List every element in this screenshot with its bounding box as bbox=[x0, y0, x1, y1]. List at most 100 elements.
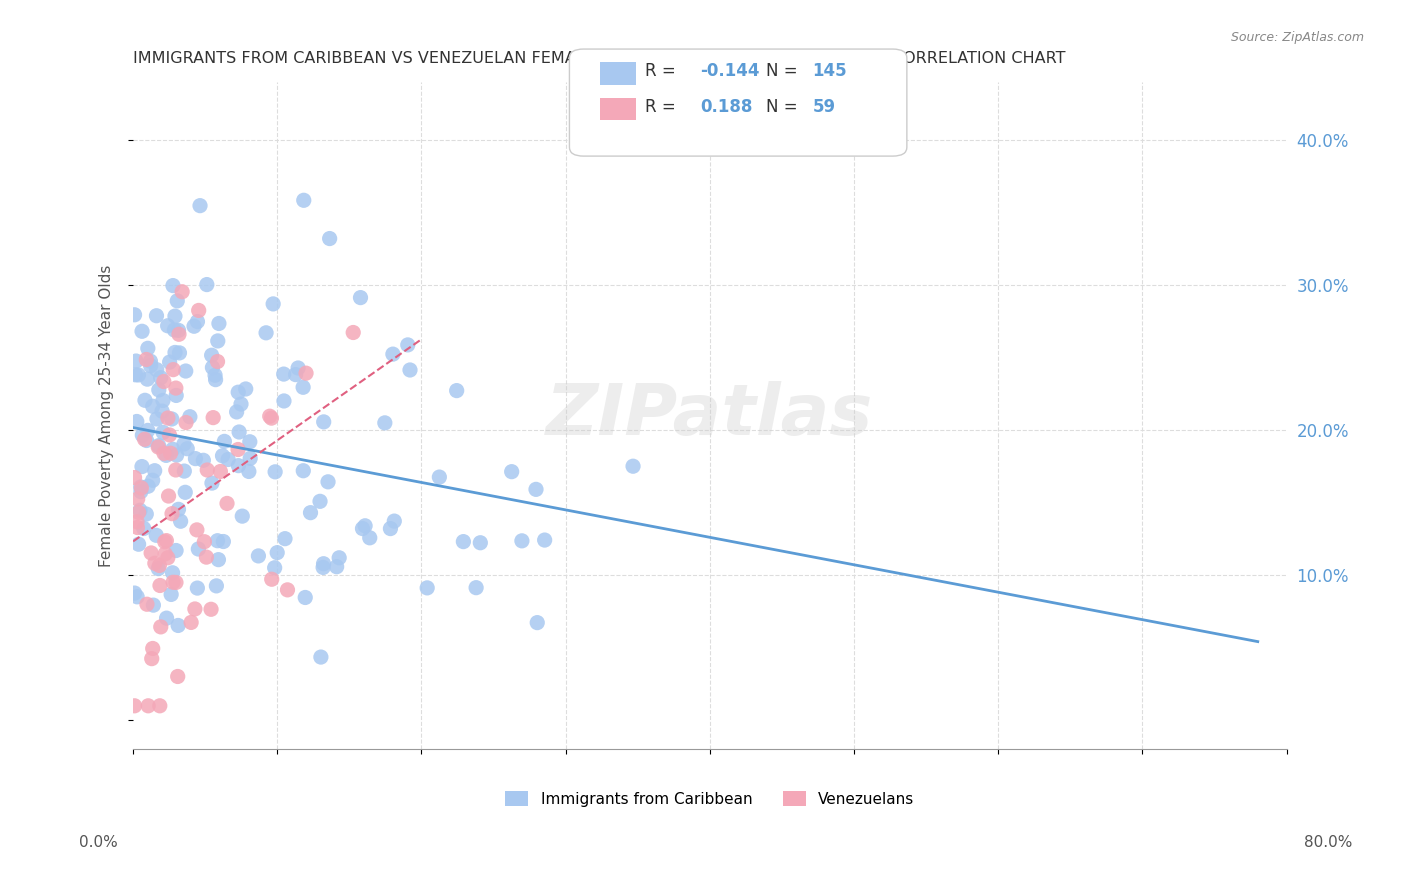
Point bbox=[163, 323, 186, 337]
Point bbox=[399, 363, 422, 377]
Point bbox=[139, 546, 162, 560]
Point bbox=[174, 364, 197, 378]
Point bbox=[155, 449, 177, 463]
Point bbox=[139, 354, 162, 368]
Point bbox=[156, 318, 179, 333]
Point bbox=[159, 428, 181, 442]
Point bbox=[162, 362, 184, 376]
Point bbox=[465, 581, 488, 595]
Point bbox=[193, 453, 215, 467]
Point bbox=[260, 572, 283, 586]
Point bbox=[416, 581, 439, 595]
Point bbox=[149, 370, 172, 384]
Point bbox=[169, 514, 191, 528]
Point bbox=[148, 383, 170, 397]
Point bbox=[162, 442, 184, 457]
Point bbox=[125, 415, 148, 429]
Point bbox=[299, 506, 322, 520]
Point bbox=[129, 503, 152, 517]
Point bbox=[292, 464, 315, 478]
Point bbox=[155, 611, 177, 625]
Legend: Immigrants from Caribbean, Venezuelans: Immigrants from Caribbean, Venezuelans bbox=[499, 784, 921, 813]
Point bbox=[533, 533, 555, 547]
Point bbox=[382, 514, 405, 528]
Point bbox=[162, 575, 184, 590]
Point bbox=[427, 470, 450, 484]
Point bbox=[214, 434, 236, 449]
Point bbox=[136, 698, 159, 713]
Point bbox=[134, 432, 156, 446]
Point bbox=[160, 507, 183, 521]
Point bbox=[165, 381, 187, 395]
Point bbox=[228, 458, 250, 473]
Point bbox=[179, 409, 201, 424]
Point bbox=[312, 560, 335, 574]
Point bbox=[136, 372, 159, 386]
Text: R =: R = bbox=[645, 62, 682, 80]
Point bbox=[195, 463, 218, 477]
Point bbox=[156, 411, 179, 425]
Point bbox=[146, 412, 169, 426]
Point bbox=[174, 485, 197, 500]
Point bbox=[226, 385, 249, 400]
Point bbox=[284, 368, 307, 382]
Point bbox=[152, 425, 174, 440]
Point bbox=[260, 411, 283, 425]
Point bbox=[153, 375, 176, 389]
Point bbox=[263, 561, 285, 575]
Point bbox=[148, 440, 170, 454]
Point bbox=[148, 558, 170, 573]
Point bbox=[183, 319, 205, 334]
Point bbox=[352, 522, 374, 536]
Point bbox=[316, 475, 339, 489]
Text: 59: 59 bbox=[813, 98, 835, 116]
Point bbox=[294, 591, 316, 605]
Point bbox=[125, 515, 148, 529]
Point bbox=[231, 509, 253, 524]
Point bbox=[136, 341, 159, 355]
Point bbox=[165, 463, 187, 477]
Point bbox=[254, 326, 277, 340]
Point bbox=[211, 449, 233, 463]
Point bbox=[621, 459, 644, 474]
Point bbox=[176, 442, 198, 456]
Point bbox=[142, 641, 165, 656]
Point bbox=[132, 521, 155, 535]
Point bbox=[292, 194, 315, 208]
Point bbox=[186, 314, 208, 328]
Point bbox=[124, 368, 146, 382]
Point bbox=[309, 494, 332, 508]
Point bbox=[186, 581, 208, 595]
Point bbox=[165, 575, 187, 590]
Point bbox=[217, 452, 239, 467]
Text: Source: ZipAtlas.com: Source: ZipAtlas.com bbox=[1230, 31, 1364, 45]
Point bbox=[180, 615, 202, 630]
Point bbox=[135, 507, 157, 521]
Point bbox=[145, 309, 167, 323]
Point bbox=[207, 533, 229, 548]
Point bbox=[295, 366, 318, 380]
Point bbox=[374, 416, 396, 430]
Point bbox=[166, 669, 188, 683]
Point bbox=[349, 291, 371, 305]
Point bbox=[184, 451, 207, 466]
Text: IMMIGRANTS FROM CARIBBEAN VS VENEZUELAN FEMALE POVERTY AMONG 25-34 YEAR OLDS COR: IMMIGRANTS FROM CARIBBEAN VS VENEZUELAN … bbox=[134, 51, 1066, 66]
Point bbox=[150, 404, 173, 418]
Point bbox=[167, 323, 190, 337]
Point bbox=[226, 442, 249, 457]
Point bbox=[167, 327, 190, 342]
Point bbox=[276, 582, 298, 597]
Point bbox=[264, 465, 287, 479]
Point bbox=[446, 384, 468, 398]
Point bbox=[125, 354, 148, 368]
Point bbox=[396, 338, 419, 352]
Text: -0.144: -0.144 bbox=[700, 62, 759, 80]
Point bbox=[162, 278, 184, 293]
Point bbox=[207, 334, 229, 348]
Point bbox=[207, 552, 229, 566]
Point bbox=[162, 566, 184, 580]
Point bbox=[510, 533, 533, 548]
Point bbox=[124, 586, 146, 600]
Point bbox=[166, 293, 188, 308]
Point bbox=[127, 520, 149, 534]
